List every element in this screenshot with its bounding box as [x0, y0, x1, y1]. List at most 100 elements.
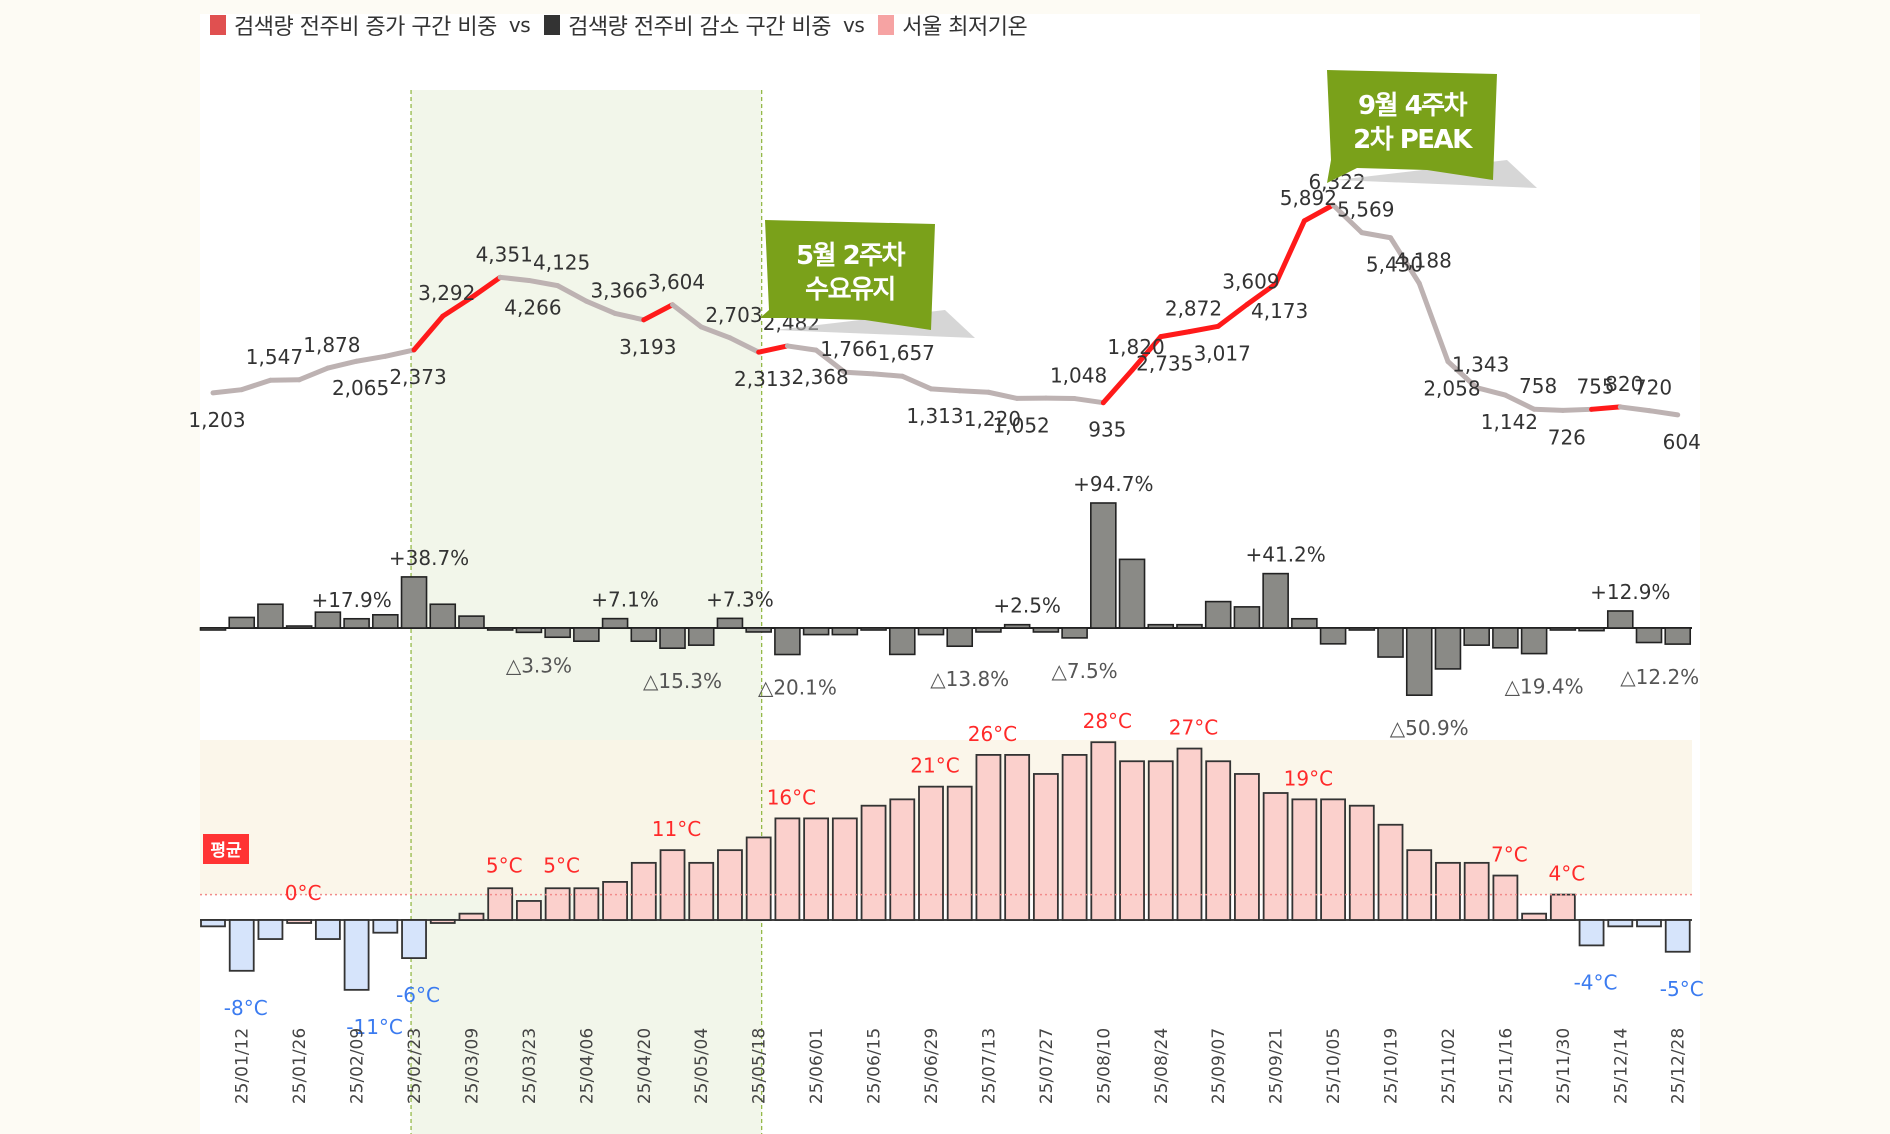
temperature-data-label: 19°C — [1284, 766, 1333, 790]
change-bar — [1520, 627, 1548, 655]
x-tick-label: 25/08/24 — [1152, 1028, 1172, 1104]
change-bar — [1549, 627, 1577, 631]
change-bar — [429, 603, 457, 629]
line-data-label: 4,125 — [533, 251, 590, 275]
temperature-data-label: -6°C — [396, 983, 440, 1007]
x-tick-label: 25/02/23 — [405, 1028, 425, 1104]
x-tick-label: 25/11/30 — [1554, 1028, 1574, 1104]
line-segment — [1531, 406, 1566, 413]
legend-label-increase: 검색량 전주비 증가 구간 비중 — [234, 15, 497, 40]
line-segment — [1560, 406, 1595, 413]
temperature-bar — [659, 849, 686, 921]
legend-swatch-increase — [210, 15, 226, 35]
temperature-bar — [946, 785, 973, 921]
change-data-label: △7.5% — [1051, 659, 1117, 683]
line-segment — [1502, 392, 1537, 412]
line-segment — [1215, 302, 1250, 329]
line-data-label: 755 — [1576, 374, 1614, 398]
callout-may-line2: 수요유지 — [805, 275, 895, 305]
line-segment — [1301, 202, 1336, 224]
temperature-data-label: 7°C — [1491, 843, 1528, 867]
change-bar — [630, 627, 658, 642]
line-segment — [468, 274, 503, 301]
change-data-label: △3.3% — [506, 653, 572, 677]
line-segment — [1273, 218, 1307, 287]
change-bar — [774, 627, 801, 656]
line-data-label: 5,892 — [1280, 186, 1337, 210]
callout-september: 9월 4주차 2차 PEAK — [1327, 70, 1537, 188]
change-data-label: △13.8% — [930, 667, 1009, 691]
line-segment — [411, 313, 446, 353]
line-segment — [1646, 408, 1681, 418]
line-data-label: 2,872 — [1165, 297, 1222, 321]
legend: 검색량 전주비 증가 구간 비중 vs 검색량 전주비 감소 구간 비중 vs … — [210, 9, 1028, 41]
temperature-data-label: 4°C — [1548, 862, 1585, 886]
change-bar — [975, 627, 1002, 633]
x-tick-label: 25/11/02 — [1439, 1028, 1459, 1104]
change-data-label: +7.3% — [706, 587, 774, 611]
average-badge: 평균 — [203, 834, 249, 864]
legend-item-decrease: 검색량 전주비 감소 구간 비중 — [544, 9, 831, 41]
line-segment — [813, 347, 848, 375]
line-segment — [1100, 367, 1135, 406]
change-bar — [1606, 610, 1634, 629]
change-data-label: +17.9% — [311, 588, 391, 612]
line-data-label: 1,657 — [878, 341, 935, 365]
line-segment — [1330, 202, 1365, 236]
line-segment — [526, 277, 561, 289]
change-bar — [1003, 623, 1031, 629]
line-data-label: 720 — [1634, 376, 1672, 400]
change-bar — [1147, 623, 1175, 629]
line-segment — [1072, 396, 1106, 406]
temperature-bar — [774, 817, 801, 921]
line-segment — [354, 353, 388, 364]
change-bar — [1176, 623, 1203, 629]
temperature-data-label: -5°C — [1660, 977, 1704, 1001]
line-segment — [1158, 329, 1192, 340]
average-badge-label: 평균 — [210, 841, 242, 861]
change-bar — [716, 617, 744, 629]
legend-swatch-decrease — [544, 15, 561, 35]
temperature-bar — [516, 900, 542, 921]
change-bar — [946, 627, 974, 648]
x-tick-label: 25/12/14 — [1611, 1028, 1631, 1104]
temperature-bar — [200, 919, 226, 928]
x-tick-label: 25/02/09 — [348, 1028, 368, 1104]
line-segment — [1186, 323, 1221, 335]
change-bar — [515, 627, 543, 634]
change-bar — [285, 625, 313, 629]
change-data-label: △50.9% — [1390, 716, 1469, 740]
change-bar — [544, 627, 571, 639]
temperature-bar — [401, 919, 427, 959]
change-bar — [860, 627, 887, 631]
temperature-bar — [1607, 919, 1634, 928]
x-tick-label: 25/11/16 — [1496, 1028, 1516, 1104]
line-segment — [842, 369, 877, 377]
change-bar — [1664, 627, 1692, 645]
temperature-data-label: 5°C — [543, 854, 580, 878]
temperature-data-label: 27°C — [1169, 716, 1218, 740]
change-data-label: △15.3% — [643, 669, 722, 693]
temperature-bar — [1492, 874, 1519, 921]
line-data-label: 3,604 — [648, 270, 705, 294]
change-bar — [1061, 627, 1088, 639]
change-bar — [1032, 627, 1060, 633]
line-data-label: 4,188 — [1395, 248, 1452, 272]
temperature-bar — [228, 919, 255, 972]
line-data-label: 1,547 — [246, 345, 303, 369]
line-segment — [1388, 235, 1422, 286]
change-bar — [1463, 627, 1490, 646]
line-segment — [210, 387, 245, 396]
temperature-bar — [257, 919, 284, 940]
change-bar — [1405, 627, 1433, 696]
change-data-label: +2.5% — [993, 594, 1061, 618]
temperature-bar — [458, 912, 485, 921]
x-tick-label: 25/09/07 — [1209, 1028, 1229, 1104]
temperature-data-label: 11°C — [652, 817, 701, 841]
temperature-bar — [860, 804, 887, 921]
change-data-label: +94.7% — [1073, 472, 1153, 496]
line-segment — [1129, 334, 1164, 373]
callout-may-line1: 5월 2주차 — [796, 241, 906, 271]
change-bar — [458, 615, 485, 629]
